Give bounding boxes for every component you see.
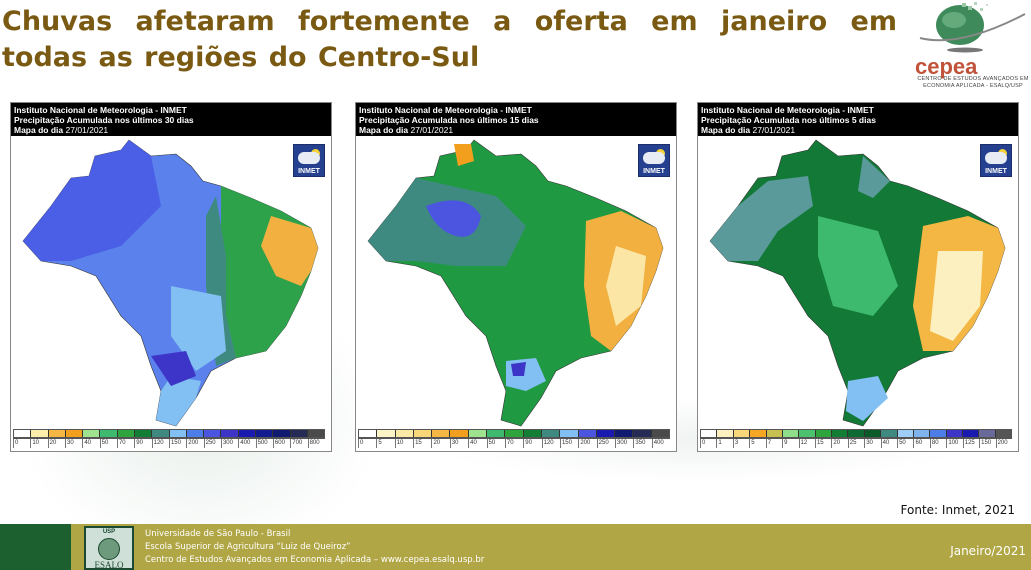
legend-ticks: 0 1 3 5 7 9 12 15 20 25 30 40 50 60 80 100 125 150 200 bbox=[700, 438, 1012, 448]
brazil-map bbox=[709, 139, 1006, 427]
precipitation-map-5-days: INMET bbox=[698, 136, 1018, 431]
cloud-icon bbox=[298, 152, 320, 164]
crest-emblem-icon bbox=[98, 538, 120, 560]
cloud-icon bbox=[985, 152, 1007, 164]
precipitation-legend: 0 1 3 5 7 9 12 15 20 25 30 40 50 60 80 100 125 150 200 bbox=[700, 429, 1012, 449]
legend-color-bar bbox=[13, 429, 325, 438]
logo-caption: CENTRO DE ESTUDOS AVANÇADOS EM ECONOMIA … bbox=[917, 76, 1029, 89]
map-panel-5-days: Instituto Nacional de Meteorologia - INM… bbox=[697, 102, 1019, 452]
source-citation: Fonte: Inmet, 2021 bbox=[900, 503, 1015, 517]
map-header: Instituto Nacional de Meteorologia - INM… bbox=[11, 103, 331, 136]
legend-color-bar bbox=[700, 429, 1012, 438]
legend-ticks: 0 5 10 15 20 30 40 50 70 90 120 150 200 250 300 350 400 bbox=[358, 438, 670, 448]
legend-ticks: 0 10 20 30 40 50 70 90 120 150 200 250 300 400 500 600 7… bbox=[13, 438, 325, 448]
cepea-logo: cepea CENTRO DE ESTUDOS AVANÇADOS EM ECO… bbox=[910, 0, 1031, 95]
map-panel-15-days: Instituto Nacional de Meteorologia - INM… bbox=[355, 102, 677, 452]
cepea-wordmark: cepea bbox=[915, 54, 978, 79]
inmet-badge: INMET bbox=[638, 144, 670, 177]
footer-line-school: Escola Superior de Agricultura “Luiz de … bbox=[145, 542, 351, 552]
footer-line-university: Universidade de São Paulo - Brasil bbox=[145, 529, 291, 539]
footer-green-block bbox=[0, 524, 71, 570]
map-panel-30-days: Instituto Nacional de Meteorologia - INM… bbox=[10, 102, 332, 452]
precipitation-map-30-days: INMET bbox=[11, 136, 331, 431]
legend-color-bar bbox=[358, 429, 670, 438]
precipitation-map-15-days: INMET bbox=[356, 136, 676, 431]
footer-date: Janeiro/2021 bbox=[950, 544, 1026, 558]
inmet-badge: INMET bbox=[293, 144, 325, 177]
brazil-map bbox=[22, 139, 319, 427]
precipitation-legend: 0 5 10 15 20 30 40 50 70 90 120 150 200 250 300 350 400 bbox=[358, 429, 670, 449]
precipitation-legend: 0 10 20 30 40 50 70 90 120 150 200 250 300 400 500 600 7… bbox=[13, 429, 325, 449]
globe-icon: cepea bbox=[915, 2, 1026, 79]
cloud-icon bbox=[643, 152, 665, 164]
footer-line-center: Centro de Estudos Avançados em Economia … bbox=[145, 555, 485, 565]
footer-institution-text: Universidade de São Paulo - Brasil Escol… bbox=[145, 528, 484, 567]
map-header: Instituto Nacional de Meteorologia - INM… bbox=[698, 103, 1018, 136]
map-header: Instituto Nacional de Meteorologia - INM… bbox=[356, 103, 676, 136]
slide-title: Chuvas afetaram fortemente a oferta em j… bbox=[2, 6, 897, 73]
brazil-map bbox=[367, 139, 664, 427]
esalq-crest-logo: USP ESALQ bbox=[84, 526, 134, 570]
footer-bar: USP ESALQ Universidade de São Paulo - Br… bbox=[0, 524, 1031, 570]
inmet-badge: INMET bbox=[980, 144, 1012, 177]
